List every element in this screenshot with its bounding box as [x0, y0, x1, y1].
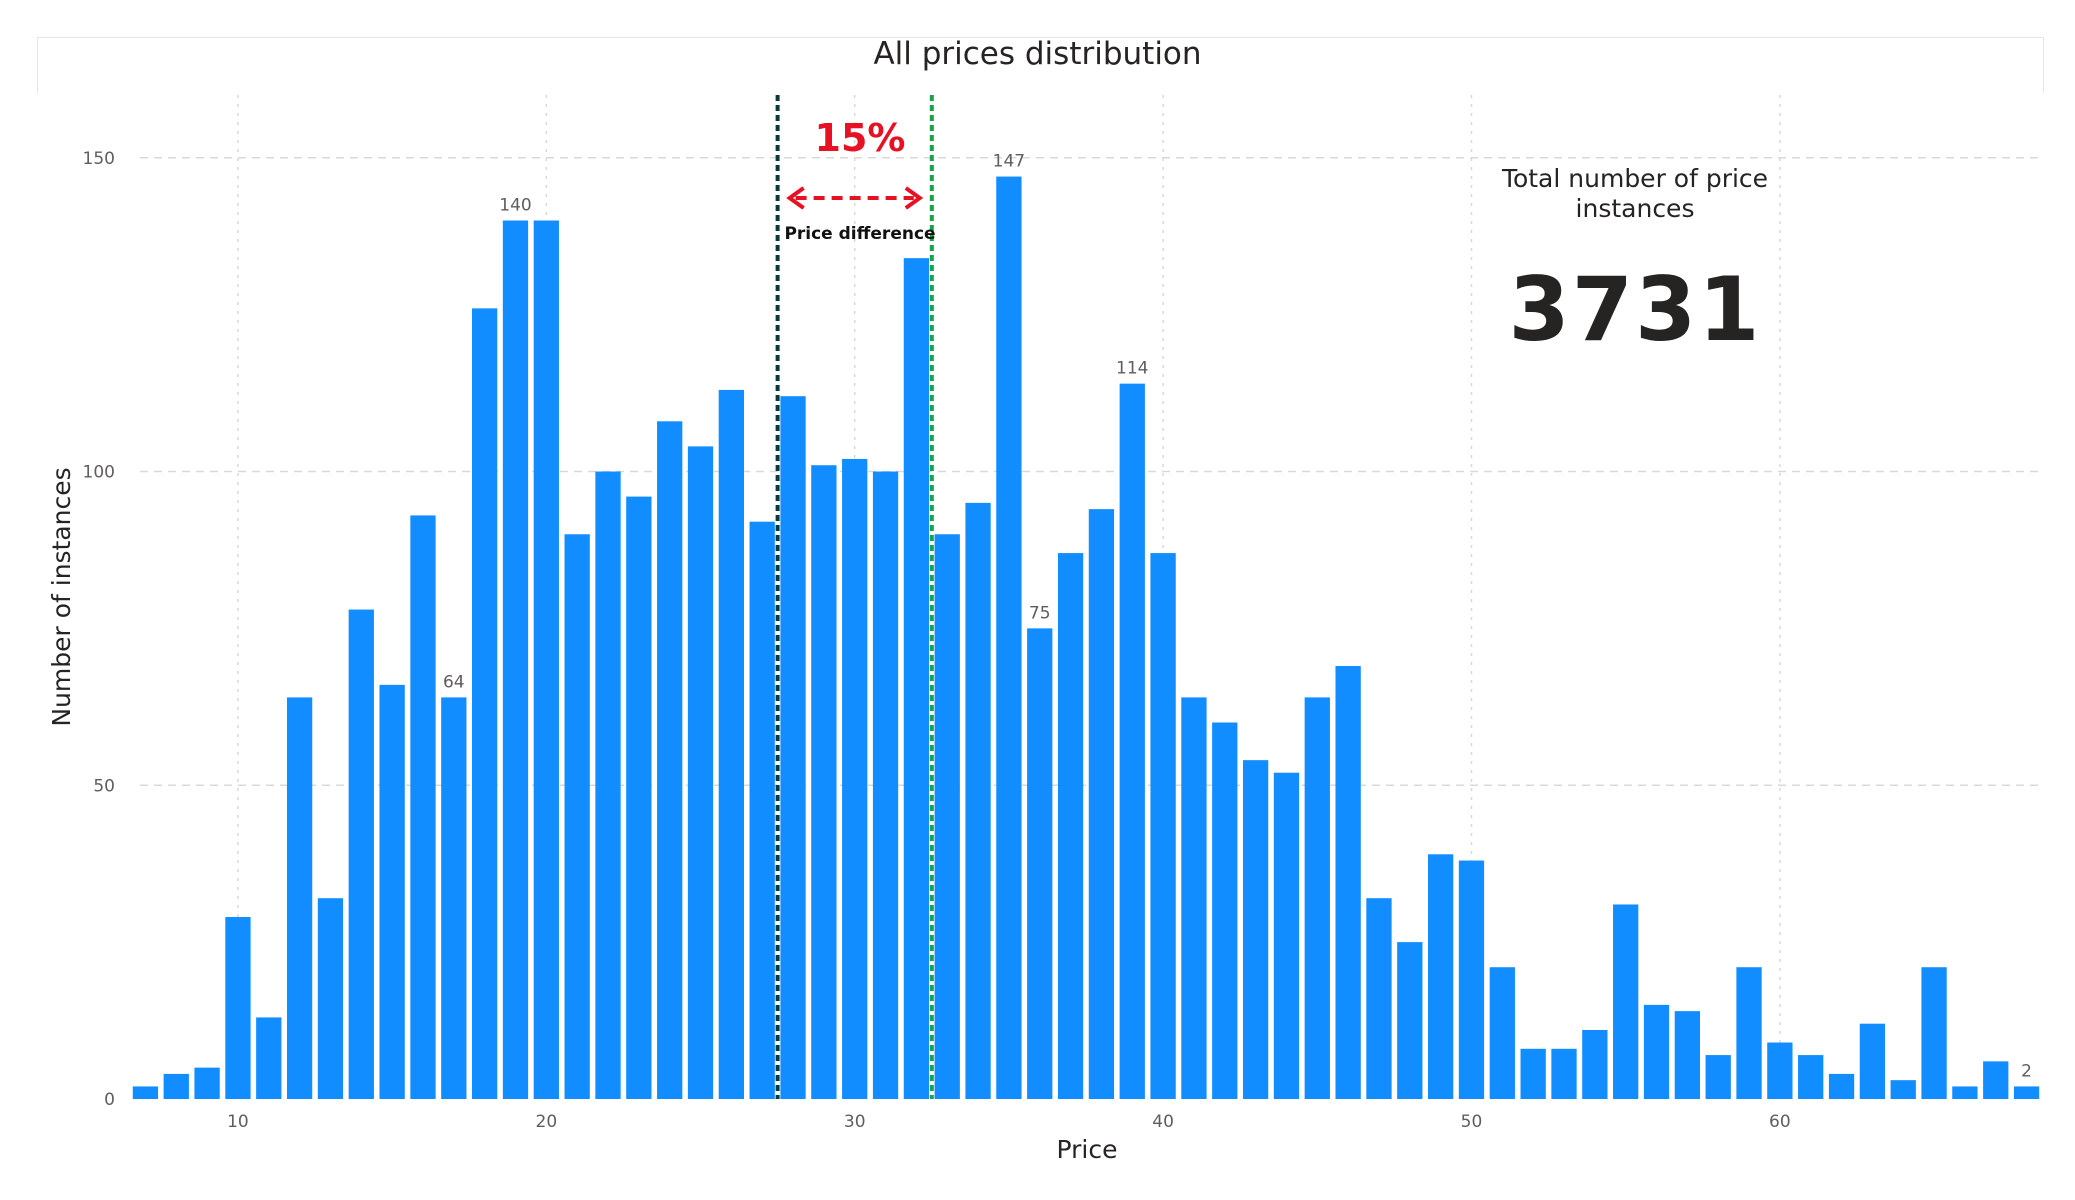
bar	[996, 176, 1022, 1099]
kpi-label: Total number of price instances	[1501, 164, 1769, 223]
difference-arrow-right-head	[904, 186, 924, 210]
x-tick-label: 20	[536, 1112, 558, 1132]
bar	[286, 697, 313, 1099]
x-tick-label: 60	[1769, 1112, 1791, 1132]
bar	[1736, 967, 1762, 1099]
x-tick-label: 30	[844, 1112, 866, 1132]
x-axis-label: Price	[1057, 1135, 1118, 1164]
bar	[1983, 1061, 2009, 1099]
bar	[132, 1086, 159, 1099]
bar	[1242, 760, 1269, 1099]
bar	[256, 1017, 282, 1099]
bar	[317, 898, 344, 1099]
bar	[1613, 904, 1639, 1099]
x-tick-label: 50	[1461, 1112, 1483, 1132]
data-label: 114	[1116, 359, 1148, 379]
bar	[348, 609, 374, 1099]
bar	[1181, 697, 1207, 1099]
bar	[1767, 1042, 1793, 1099]
bar	[1705, 1055, 1731, 1099]
bar	[1335, 666, 1361, 1099]
bar	[2013, 1086, 2040, 1099]
bar	[811, 465, 837, 1100]
bar	[1458, 860, 1485, 1099]
bar	[657, 421, 683, 1099]
bar	[965, 502, 991, 1099]
bar	[1489, 967, 1515, 1099]
bars	[132, 176, 2040, 1100]
bar	[872, 471, 899, 1099]
bar	[533, 220, 559, 1099]
price-difference-label: Price difference	[784, 224, 936, 244]
chart-frame	[37, 37, 2044, 93]
bar	[441, 697, 467, 1099]
bar	[194, 1067, 220, 1099]
bar	[1273, 772, 1300, 1099]
bar	[502, 220, 529, 1099]
y-tick-label: 50	[93, 776, 115, 796]
y-tick-label: 0	[104, 1090, 115, 1110]
bar	[595, 471, 621, 1099]
bar	[1027, 628, 1053, 1099]
bar	[1119, 383, 1145, 1099]
bar	[163, 1073, 189, 1099]
bar	[1428, 854, 1454, 1099]
grid-lines	[140, 95, 2042, 1099]
bar	[1520, 1048, 1546, 1099]
bar	[1859, 1023, 1886, 1099]
bar	[1828, 1073, 1855, 1099]
data-label: 140	[499, 196, 531, 216]
bar	[1582, 1029, 1608, 1099]
bar	[903, 258, 930, 1099]
bar	[1952, 1086, 1978, 1099]
bar	[1057, 553, 1084, 1099]
price-markers	[775, 95, 934, 1099]
percent-difference: 15%	[814, 116, 906, 160]
bar	[1366, 898, 1392, 1099]
bar	[1551, 1048, 1577, 1099]
bar	[1921, 967, 1947, 1099]
y-axis-label: Number of instances	[47, 467, 76, 726]
bar	[225, 917, 251, 1099]
difference-arrow-left-head	[786, 186, 805, 210]
x-tick-label: 10	[227, 1112, 249, 1132]
bar	[1150, 553, 1176, 1099]
bar	[1212, 722, 1238, 1099]
bar	[687, 446, 714, 1099]
bar	[934, 534, 960, 1099]
axis-ticks: 10 20 30 40 50 60 0 50 100 150	[83, 149, 1791, 1132]
data-label: 75	[1029, 603, 1051, 623]
bar	[749, 521, 775, 1099]
bar	[410, 515, 436, 1099]
bar	[626, 496, 652, 1100]
x-tick-label: 40	[1152, 1112, 1174, 1132]
y-tick-label: 150	[83, 149, 115, 169]
bar	[718, 389, 744, 1099]
data-label: 147	[993, 152, 1025, 172]
bar	[1088, 509, 1115, 1099]
data-label: 64	[443, 672, 465, 692]
bar	[1798, 1055, 1824, 1099]
kpi-value: 3731	[1508, 258, 1762, 361]
chart-title: All prices distribution	[873, 36, 1202, 72]
bar	[564, 534, 590, 1099]
bar	[472, 308, 498, 1100]
bar	[780, 396, 806, 1099]
data-label: 2	[2021, 1061, 2032, 1081]
bar	[379, 684, 405, 1099]
bar	[842, 458, 868, 1099]
bar	[1304, 697, 1330, 1099]
bar	[1890, 1080, 1916, 1099]
bar	[1643, 1004, 1670, 1099]
data-labels: 64 140 147 75 114 2	[443, 152, 2032, 1082]
bar	[1397, 942, 1423, 1099]
y-tick-label: 100	[83, 463, 115, 483]
bar	[1674, 1011, 1700, 1099]
